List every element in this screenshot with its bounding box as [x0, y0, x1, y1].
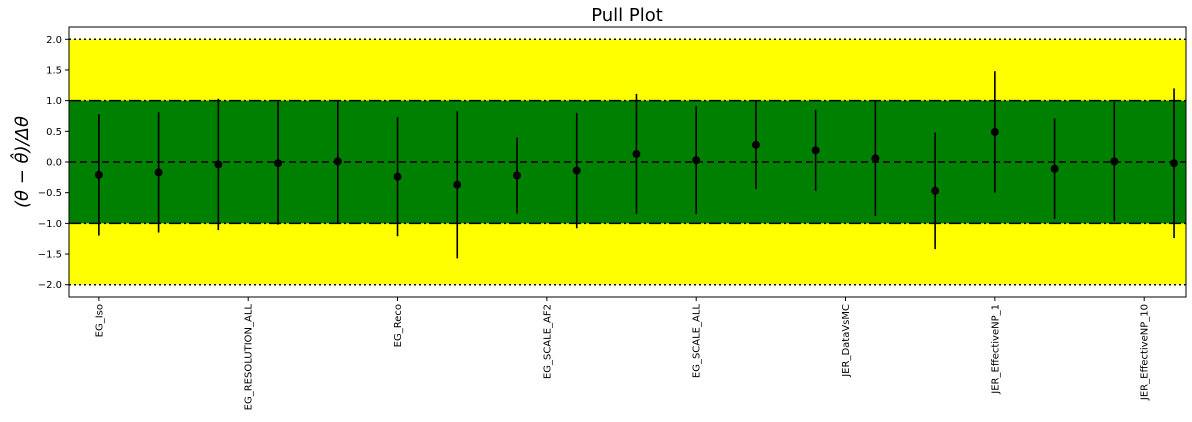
x-tick-label: EG_RESOLUTION_ALL	[244, 304, 255, 411]
data-point	[1170, 159, 1179, 168]
x-tick-label: JER_EffectiveNP_1	[990, 304, 1001, 395]
y-tick-label: 1.0	[46, 96, 62, 107]
x-tick-label: EG_Iso	[94, 304, 105, 337]
x-tick-label: EG_SCALE_ALL	[692, 304, 703, 379]
data-point	[1110, 157, 1119, 166]
data-point	[692, 156, 701, 165]
y-tick-label: −1.0	[38, 219, 62, 230]
y-tick-label: 2.0	[46, 35, 62, 46]
data-point	[154, 168, 163, 177]
chart-title: Pull Plot	[591, 5, 663, 26]
data-point	[333, 157, 342, 166]
data-point	[990, 127, 999, 136]
y-tick-label: 1.5	[46, 65, 62, 76]
data-point	[274, 159, 283, 168]
data-point	[214, 160, 223, 169]
y-tick-label: −0.5	[38, 188, 62, 199]
data-point	[453, 180, 462, 189]
y-tick-label: 0.0	[46, 158, 62, 169]
y-axis-label: (θ − θ̂)/Δθ	[10, 116, 33, 208]
data-point	[632, 150, 641, 159]
x-tick-label: EG_Reco	[393, 304, 404, 347]
data-point	[751, 140, 760, 149]
data-point	[871, 154, 880, 163]
data-point	[512, 171, 521, 180]
x-tick-label: EG_SCALE_AF2	[542, 304, 553, 379]
y-tick-label: 0.5	[46, 127, 62, 138]
data-point	[393, 172, 402, 181]
y-tick-label: −1.5	[38, 250, 62, 261]
data-point	[931, 186, 940, 195]
data-point	[811, 146, 820, 155]
y-tick-label: −2.0	[38, 280, 62, 291]
data-point	[94, 170, 103, 179]
x-tick-label: JER_EffectiveNP_10	[1140, 304, 1151, 401]
data-point	[1050, 164, 1059, 173]
x-tick-label: JER_DataVsMC	[841, 304, 852, 378]
data-point	[572, 166, 581, 175]
plot-area: 2.0 1.5 1.0 0.5 0.0 −0.5 −1.0 −1.5 −2.0 EG_Iso EG_…	[38, 26, 1187, 411]
